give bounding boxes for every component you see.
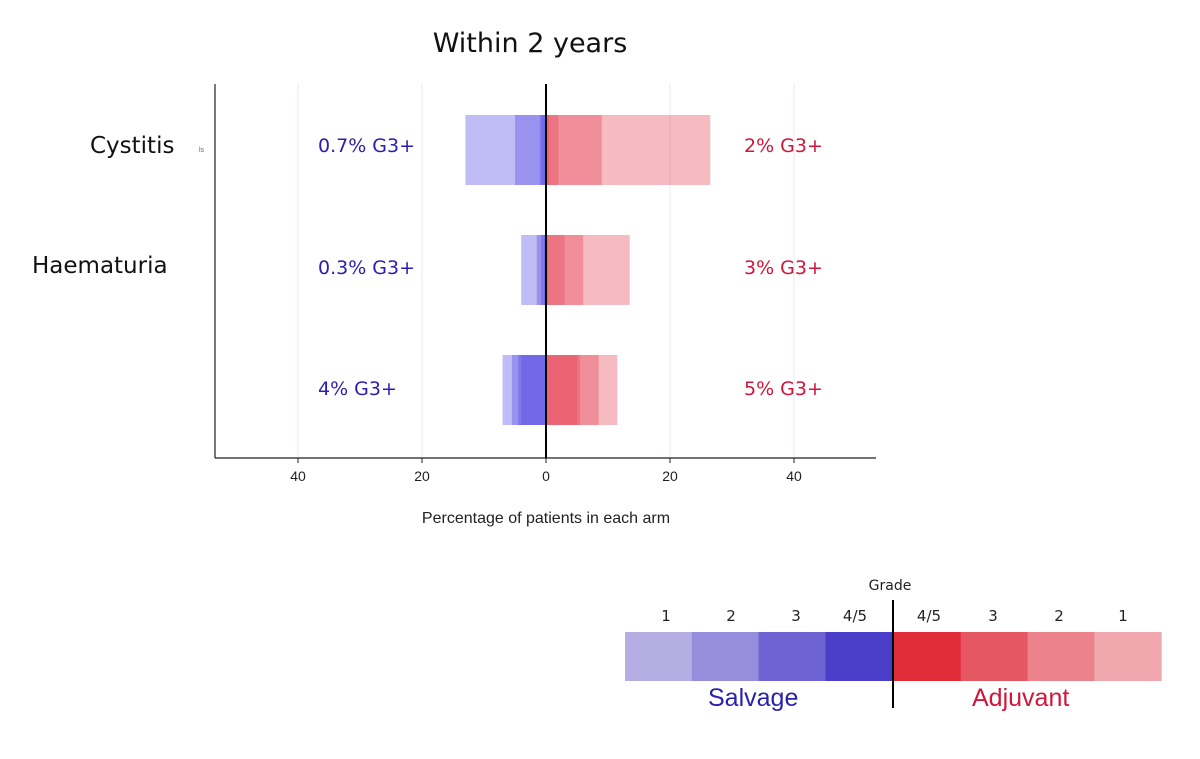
legend-grade-label: 4/5 bbox=[842, 607, 868, 625]
x-tick-label: 20 bbox=[414, 468, 430, 484]
chart-title: Within 2 years bbox=[432, 28, 628, 59]
salvage-g3-label-haematuria: 0.3% G3+ bbox=[318, 257, 416, 279]
legend-grade-label: 2 bbox=[1054, 607, 1064, 625]
salvage-bar-grade-2 bbox=[515, 115, 546, 185]
category-label-cystitis: Cystitis bbox=[90, 133, 175, 159]
adjuvant-bar-grade-2 bbox=[546, 115, 602, 185]
legend-swatch-adjuvant-1 bbox=[1094, 632, 1162, 681]
adjuvant-bar-grade-3 bbox=[546, 115, 559, 185]
salvage-bar-grade-3 bbox=[541, 235, 546, 305]
legend-grade-title: Grade bbox=[868, 578, 912, 594]
legend-swatch-salvage-3 bbox=[758, 632, 826, 681]
salvage-bar-grade-1 bbox=[502, 355, 546, 425]
legend-adjuvant-label: Adjuvant bbox=[972, 684, 1070, 712]
salvage-bar-grade-4-5 bbox=[521, 355, 546, 425]
legend-salvage-label: Salvage bbox=[708, 684, 799, 712]
x-tick-label: 40 bbox=[786, 468, 802, 484]
salvage-bar-grade-1 bbox=[465, 115, 546, 185]
grid-lines bbox=[297, 84, 795, 458]
adjuvant-bar-grade-1 bbox=[546, 115, 711, 185]
salvage-g3-label-row3: 4% G3+ bbox=[318, 378, 397, 400]
salvage-bar-grade-4-5 bbox=[541, 115, 546, 185]
legend-swatch-adjuvant-2 bbox=[1027, 632, 1095, 681]
adjuvant-bar-grade-1 bbox=[546, 355, 618, 425]
salvage-bar-grade-2 bbox=[511, 355, 546, 425]
legend-swatch-salvage-4-5 bbox=[825, 632, 893, 681]
legend-grade-label: 1 bbox=[661, 607, 671, 625]
legend-grade-label: 1 bbox=[1118, 607, 1128, 625]
salvage-g3-label-cystitis: 0.7% G3+ bbox=[318, 135, 416, 157]
legend-grade-label: 3 bbox=[791, 607, 801, 625]
legend-swatch-adjuvant-3 bbox=[960, 632, 1029, 681]
salvage-bar-grade-3 bbox=[518, 355, 546, 425]
adjuvant-g3-label-cystitis: 2% G3+ bbox=[744, 135, 823, 157]
x-tick-label: 40 bbox=[290, 468, 306, 484]
legend-swatches bbox=[625, 600, 1162, 708]
adjuvant-bar-grade-3 bbox=[546, 355, 581, 425]
legend-grade-label: 4/5 bbox=[916, 607, 942, 625]
adjuvant-g3-label-haematuria: 3% G3+ bbox=[744, 257, 823, 279]
salvage-bar-grade-1 bbox=[521, 235, 546, 305]
adjuvant-bar-grade-4-5 bbox=[546, 355, 577, 425]
adjuvant-bar-grade-2 bbox=[546, 235, 584, 305]
x-tick-label: 20 bbox=[662, 468, 678, 484]
salvage-bar-grade-3 bbox=[539, 115, 546, 185]
salvage-bar-grade-2 bbox=[536, 235, 546, 305]
x-axis-label: Percentage of patients in each arm bbox=[421, 510, 671, 527]
legend-swatch-salvage-1 bbox=[625, 632, 693, 681]
adjuvant-bar-grade-3 bbox=[546, 235, 565, 305]
category-label-haematuria: Haematuria bbox=[32, 253, 168, 279]
x-tick-label: 0 bbox=[542, 468, 550, 484]
legend-swatch-adjuvant-4-5 bbox=[894, 632, 962, 681]
adjuvant-bar-grade-4-5 bbox=[546, 115, 550, 185]
adjuvant-bar-grade-2 bbox=[546, 355, 599, 425]
bars-group bbox=[465, 115, 711, 425]
axes-group bbox=[214, 84, 876, 463]
adjuvant-g3-label-row3: 5% G3+ bbox=[744, 378, 823, 400]
legend-grade-label: 3 bbox=[988, 607, 998, 625]
legend-swatch-salvage-2 bbox=[691, 632, 760, 681]
tiny-mark: ls bbox=[199, 147, 205, 154]
adjuvant-bar-grade-1 bbox=[546, 235, 630, 305]
legend-grade-label: 2 bbox=[726, 607, 736, 625]
